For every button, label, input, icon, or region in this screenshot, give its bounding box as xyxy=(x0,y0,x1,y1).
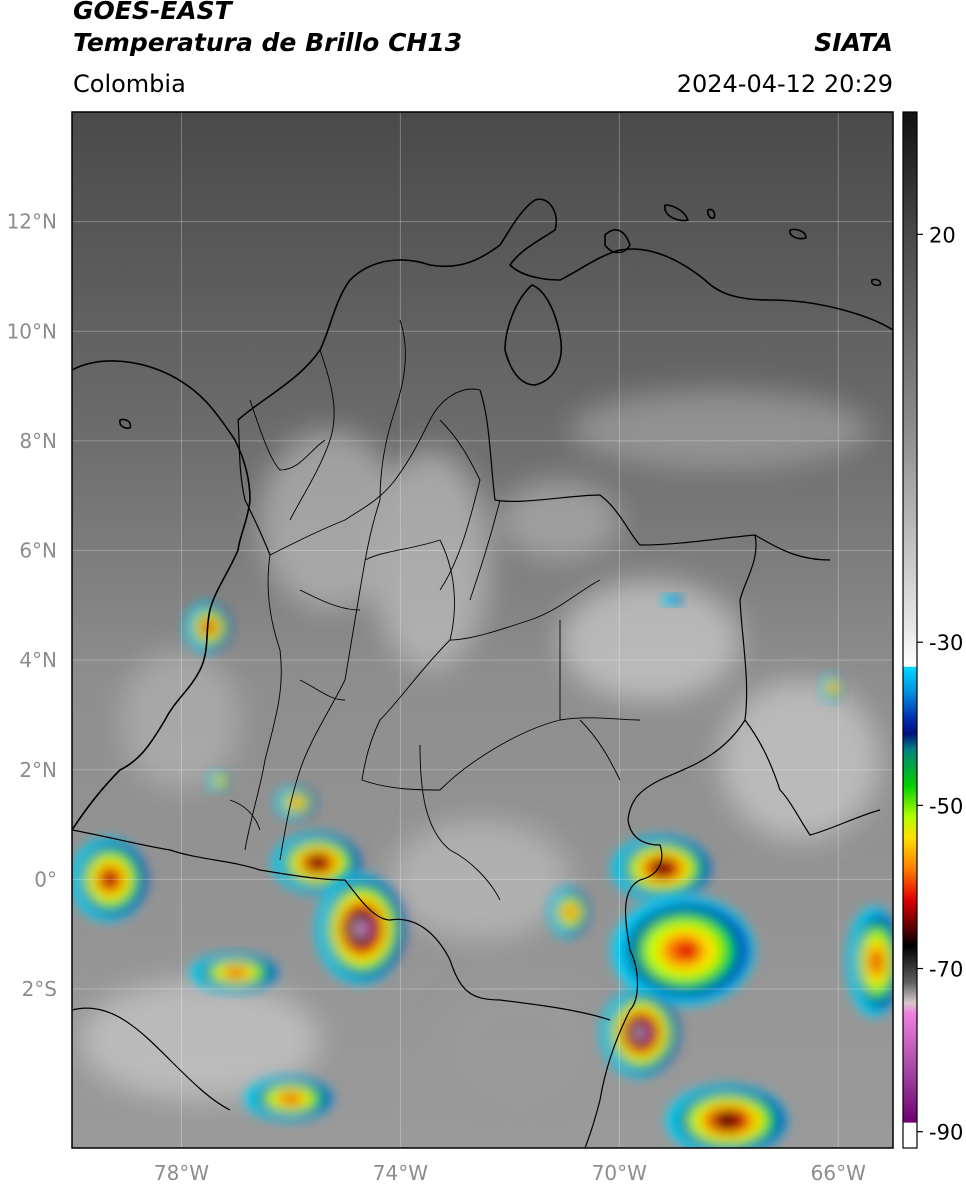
colorbar-tick-label-3: -70 xyxy=(929,958,963,982)
colombia-ecuador-peru-border xyxy=(72,829,611,1021)
cell-15-ring-1 xyxy=(669,596,683,604)
convective-cell-0 xyxy=(72,838,147,921)
convective-cell-1 xyxy=(272,832,361,894)
lat-label-3: 6°N xyxy=(19,539,57,563)
island-2 xyxy=(789,228,807,240)
colorbar-tick-label-4: -90 xyxy=(929,1121,963,1145)
clouds-layer xyxy=(72,594,893,1148)
convective-cell-15 xyxy=(661,594,684,606)
island-4 xyxy=(871,278,882,287)
cell-13-ring-7 xyxy=(568,907,576,917)
convective-cell-9 xyxy=(611,895,755,1006)
cell-7-ring-7 xyxy=(285,1094,301,1103)
cell-3-ring-7 xyxy=(295,799,302,806)
venezuela-internal xyxy=(754,534,831,561)
dept-line-2 xyxy=(289,349,335,521)
paria-peninsula xyxy=(604,229,631,254)
dept-line-19 xyxy=(469,499,501,601)
dept-line-18 xyxy=(229,799,261,831)
convective-cell-7 xyxy=(245,1076,333,1121)
dept-line-12 xyxy=(579,719,621,781)
departmental-borders xyxy=(229,319,641,901)
lat-label-4: 4°N xyxy=(19,648,57,672)
cloud-texture xyxy=(80,390,880,1100)
colombia-venezuela-border xyxy=(479,389,881,836)
cell-1-ring-9 xyxy=(314,858,327,868)
latitude-labels: 12°N 10°N 8°N 6°N 4°N 2°N 0° 2°S xyxy=(7,210,57,1001)
dept-line-4 xyxy=(344,499,381,681)
lat-label-0: 12°N xyxy=(7,210,57,234)
satellite-title: GOES-EAST xyxy=(73,0,232,25)
lake-maracaibo xyxy=(504,284,562,386)
product-title: Temperatura de Brillo CH13 xyxy=(73,28,463,57)
convective-cell-10 xyxy=(600,989,679,1077)
colombia-panama-border xyxy=(237,419,271,556)
datetime-label: 2024-04-12 20:29 xyxy=(676,70,893,98)
colorbar xyxy=(902,111,918,1149)
cell-14-ring-6 xyxy=(827,683,835,692)
map-frame xyxy=(71,111,894,1149)
pacific-coast xyxy=(72,360,251,831)
gridlines xyxy=(72,112,893,1148)
dept-line-15 xyxy=(364,539,441,561)
colorbar-ticks: 20 -30 -50 -70 -90 xyxy=(917,223,963,1145)
coastlines xyxy=(72,198,893,831)
convective-cell-12 xyxy=(847,906,893,1017)
cell-5-ring-5 xyxy=(218,777,226,785)
dept-line-17 xyxy=(299,679,346,701)
lon-label-2: 70°W xyxy=(592,1161,647,1185)
convective-cell-2 xyxy=(316,873,405,984)
dept-line-8 xyxy=(361,639,451,791)
convective-cell-11 xyxy=(666,1084,787,1148)
lat-label-6: 0° xyxy=(34,867,57,891)
convective-cell-5 xyxy=(206,769,232,792)
lat-label-1: 10°N xyxy=(7,319,57,343)
dept-line-11 xyxy=(419,744,501,901)
cell-14-ring-7 xyxy=(832,685,837,690)
convective-cell-6 xyxy=(190,953,278,992)
cell-11-ring-9 xyxy=(722,1115,740,1126)
island-3 xyxy=(707,208,716,219)
dept-line-1 xyxy=(269,388,481,556)
dept-line-13 xyxy=(249,399,326,471)
cell-8-ring-9 xyxy=(658,863,673,874)
cell-6-ring-7 xyxy=(230,969,246,976)
cell-12-ring-7 xyxy=(873,951,884,972)
dept-line-14 xyxy=(439,419,481,591)
lat-label-2: 8°N xyxy=(19,429,57,453)
colombia-brazil-border xyxy=(584,719,746,1148)
lon-label-1: 74°W xyxy=(373,1161,428,1185)
dept-line-9 xyxy=(439,717,641,791)
lon-label-0: 78°W xyxy=(154,1161,209,1185)
longitude-labels: 78°W 74°W 70°W 66°W xyxy=(154,1161,866,1185)
dept-line-6 xyxy=(279,679,346,861)
colorbar-tick-label-2: -50 xyxy=(929,794,963,818)
cell-2-ring-11 xyxy=(358,922,370,936)
caribbean-coast xyxy=(237,198,893,421)
agency-label: SIATA xyxy=(814,28,893,57)
country-borders xyxy=(72,389,881,1148)
cell-0-ring-8 xyxy=(102,872,115,886)
colorbar-tick-label-1: -30 xyxy=(929,631,963,655)
dept-line-5 xyxy=(244,554,282,851)
island-5 xyxy=(119,418,132,429)
lat-label-7: 2°S xyxy=(22,977,57,1001)
convective-cell-13 xyxy=(548,887,589,937)
ecuador-peru-border xyxy=(72,1007,231,1111)
region-label: Colombia xyxy=(73,70,186,98)
dept-line-7 xyxy=(439,539,601,641)
cell-5-ring-6 xyxy=(215,778,220,783)
dept-line-3 xyxy=(379,319,406,501)
convective-cell-8 xyxy=(611,835,711,902)
cell-9-ring-7 xyxy=(674,940,700,961)
convective-cell-14 xyxy=(819,673,845,702)
cell-10-ring-11 xyxy=(638,1027,648,1039)
map-content xyxy=(72,112,893,1148)
colorbar-tick-label-0: 20 xyxy=(929,223,956,247)
lon-label-3: 66°W xyxy=(811,1161,866,1185)
lat-label-5: 2°N xyxy=(19,758,57,782)
island-1 xyxy=(664,204,689,222)
dept-line-16 xyxy=(299,589,361,611)
